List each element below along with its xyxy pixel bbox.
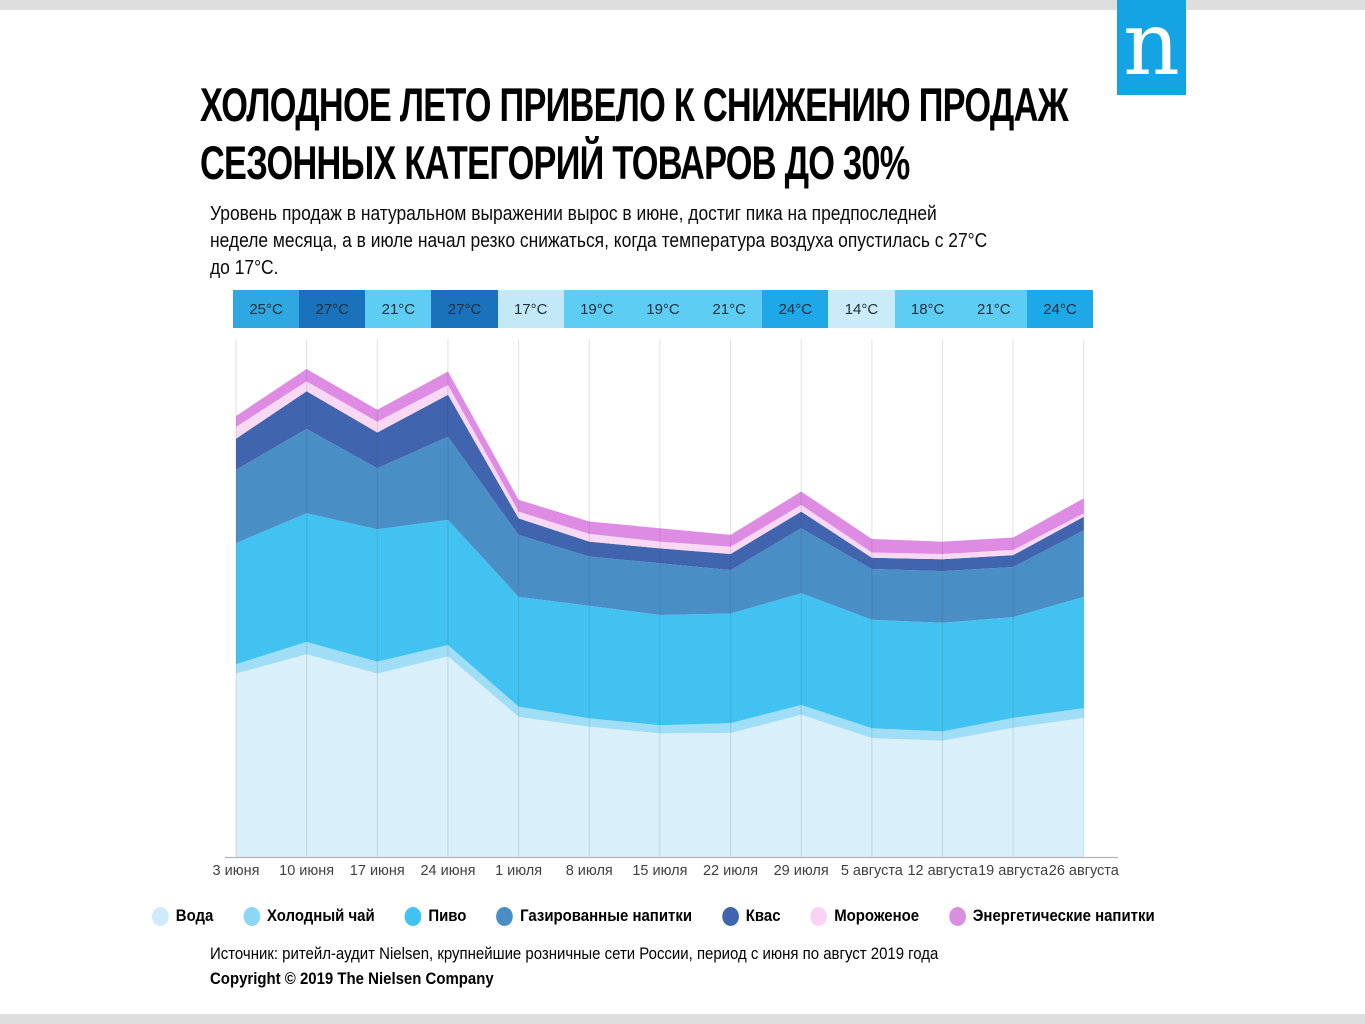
- legend-swatch-energy-drinks: [949, 906, 966, 926]
- temperature-cell: 19°C: [563, 290, 630, 328]
- nielsen-logo: n: [1117, 0, 1186, 95]
- legend-item-beer: Пиво: [404, 906, 467, 926]
- subtitle-line-1: Уровень продаж в натуральном выражении в…: [210, 202, 937, 225]
- x-axis-label: 29 июля: [773, 863, 829, 879]
- legend-swatch-beer: [404, 906, 422, 926]
- legend-item-energy-drinks: Энергетические напитки: [949, 906, 1155, 926]
- legend-label: Холодный чай: [267, 906, 375, 925]
- legend-item-iced-tea: Холодный чай: [243, 906, 375, 926]
- temperature-cell: 14°C: [828, 290, 895, 328]
- legend-item-kvass: Квас: [721, 906, 781, 926]
- legend-item-soft-drinks: Газированные напитки: [496, 906, 692, 926]
- subtitle-line-3: до 17°C.: [210, 256, 279, 279]
- area-ice-cream: [236, 381, 1084, 560]
- legend-label: Пиво: [428, 906, 467, 925]
- legend-label: Вода: [175, 906, 214, 925]
- legend-swatch-ice-cream: [810, 906, 828, 926]
- x-axis-label: 5 августа: [840, 863, 903, 879]
- bottom-border-bar: [0, 1014, 1365, 1024]
- x-axis-labels: 3 июня 10 июня 17 июня 24 июня 1 июля 8 июля 1…: [0, 863, 1365, 883]
- nielsen-logo-letter: n: [1123, 0, 1180, 95]
- temperature-cell: 24°C: [1026, 290, 1094, 328]
- chart-legend: Вода Холодный чай Пиво Газированные напитки…: [152, 906, 1155, 926]
- temperature-cell: 27°C: [431, 290, 498, 328]
- source-note: Источник: ритейл-аудит Nielsen, крупнейш…: [210, 944, 939, 963]
- area-water: [236, 654, 1084, 857]
- temperature-cell: 19°C: [629, 290, 697, 328]
- x-axis-label: 15 июля: [632, 863, 688, 879]
- legend-label: Энергетические напитки: [972, 906, 1155, 925]
- x-axis-label: 19 августа: [978, 863, 1049, 879]
- area-beer: [236, 513, 1084, 732]
- temperature-cell: 27°C: [299, 290, 366, 328]
- temperature-cell: 18°C: [894, 290, 961, 328]
- page-title-line-2: СЕЗОННЫХ КАТЕГОРИЙ ТОВАРОВ ДО 30%: [200, 136, 910, 189]
- legend-item-ice-cream: Мороженое: [810, 906, 919, 926]
- temperature-strip: 25°C 27°C 21°C 27°C 17°C 19°C 19°C 21°C 24°C 14°C…: [233, 290, 1094, 328]
- legend-swatch-water: [152, 906, 169, 926]
- x-axis-label: 26 августа: [1048, 863, 1119, 879]
- top-border-bar: [0, 0, 1365, 10]
- temperature-cell: 24°C: [762, 290, 829, 328]
- x-axis-label: 17 июня: [349, 863, 405, 879]
- area-energy-drinks: [236, 369, 1084, 554]
- legend-swatch-iced-tea: [243, 906, 260, 926]
- x-axis-label: 10 июня: [279, 863, 335, 879]
- subtitle-line-2: неделе месяца, а в июле начал резко сниж…: [210, 229, 988, 252]
- area-kvass: [236, 391, 1084, 572]
- legend-label: Квас: [745, 906, 781, 925]
- x-axis-label: 24 июня: [420, 863, 476, 879]
- x-axis-label: 12 августа: [907, 863, 978, 879]
- area-iced-tea: [236, 641, 1084, 741]
- x-axis-label: 3 июня: [212, 863, 260, 879]
- area-soft-drinks: [236, 428, 1084, 623]
- x-axis-label: 8 июля: [565, 863, 613, 879]
- page-subtitle: Уровень продаж в натуральном выражении в…: [210, 200, 1124, 281]
- temperature-cell: 21°C: [365, 290, 432, 328]
- x-axis-label: 22 июля: [702, 863, 759, 879]
- legend-swatch-kvass: [721, 906, 739, 926]
- temperature-cell: 25°C: [233, 290, 300, 328]
- copyright-note: Copyright © 2019 The Nielsen Company: [210, 969, 494, 988]
- page-title: ХОЛОДНОЕ ЛЕТО ПРИВЕЛО К СНИЖЕНИЮ ПРОДАЖ …: [200, 76, 1365, 192]
- legend-item-water: Вода: [152, 906, 213, 926]
- temperature-cell: 21°C: [696, 290, 763, 328]
- x-axis-label: 1 июля: [495, 863, 543, 879]
- legend-label: Мороженое: [834, 906, 920, 925]
- legend-label: Газированные напитки: [520, 906, 693, 925]
- page-title-line-1: ХОЛОДНОЕ ЛЕТО ПРИВЕЛО К СНИЖЕНИЮ ПРОДАЖ: [200, 78, 1069, 131]
- temperature-cell: 21°C: [960, 290, 1027, 328]
- legend-swatch-soft-drinks: [496, 906, 514, 926]
- temperature-cell: 17°C: [497, 290, 564, 328]
